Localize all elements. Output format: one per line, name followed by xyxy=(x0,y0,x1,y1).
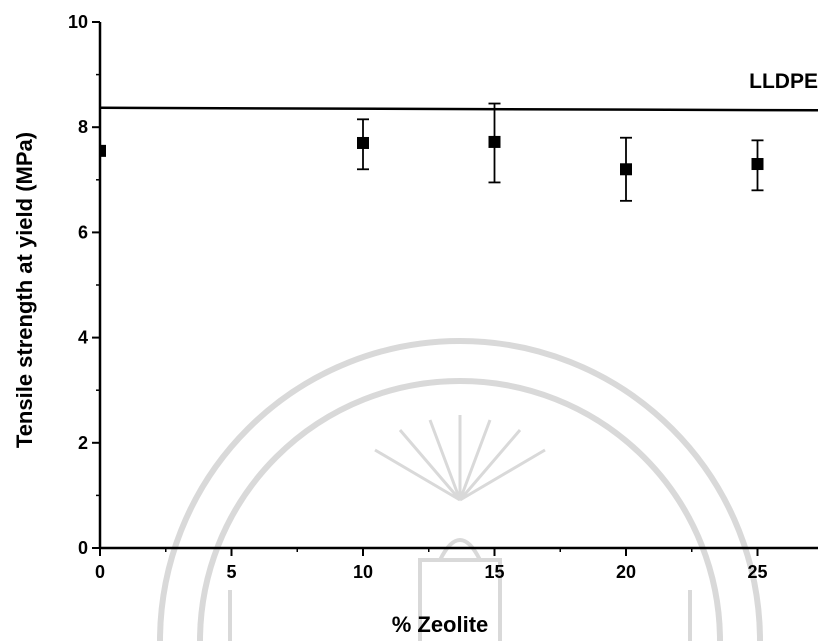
x-tick-label-0: 0 xyxy=(95,562,105,582)
x-tick-label-20: 20 xyxy=(616,562,636,582)
data-point-0 xyxy=(100,144,106,157)
seal-inner-arc xyxy=(197,378,723,641)
y-axis-title: Tensile strength at yield (MPa) xyxy=(12,132,37,448)
y-tick-label-2: 2 xyxy=(78,433,88,453)
lldpe-reference-line xyxy=(99,106,819,112)
y-tick-label-8: 8 xyxy=(78,117,88,137)
seal-watermark xyxy=(157,338,763,641)
data-point-25 xyxy=(751,158,764,171)
y-tick-label-0: 0 xyxy=(78,538,88,558)
y-tick-label-10: 10 xyxy=(68,12,88,32)
y-tick-label-4: 4 xyxy=(78,328,88,348)
x-axis-title: % Zeolite xyxy=(392,612,489,637)
data-point-20 xyxy=(620,163,632,176)
seal-outer-arc xyxy=(157,338,763,641)
x-tick-label-10: 10 xyxy=(353,562,373,582)
seal-emblem xyxy=(228,538,692,641)
x-tick-label-5: 5 xyxy=(226,562,236,582)
seal-rays xyxy=(374,415,546,502)
data-point-15 xyxy=(488,135,501,148)
x-tick-label-15: 15 xyxy=(484,562,504,582)
data-point-10 xyxy=(357,136,369,149)
lldpe-label: LLDPE xyxy=(749,70,818,93)
y-tick-label-6: 6 xyxy=(78,222,88,242)
x-tick-label-25: 25 xyxy=(747,562,767,582)
